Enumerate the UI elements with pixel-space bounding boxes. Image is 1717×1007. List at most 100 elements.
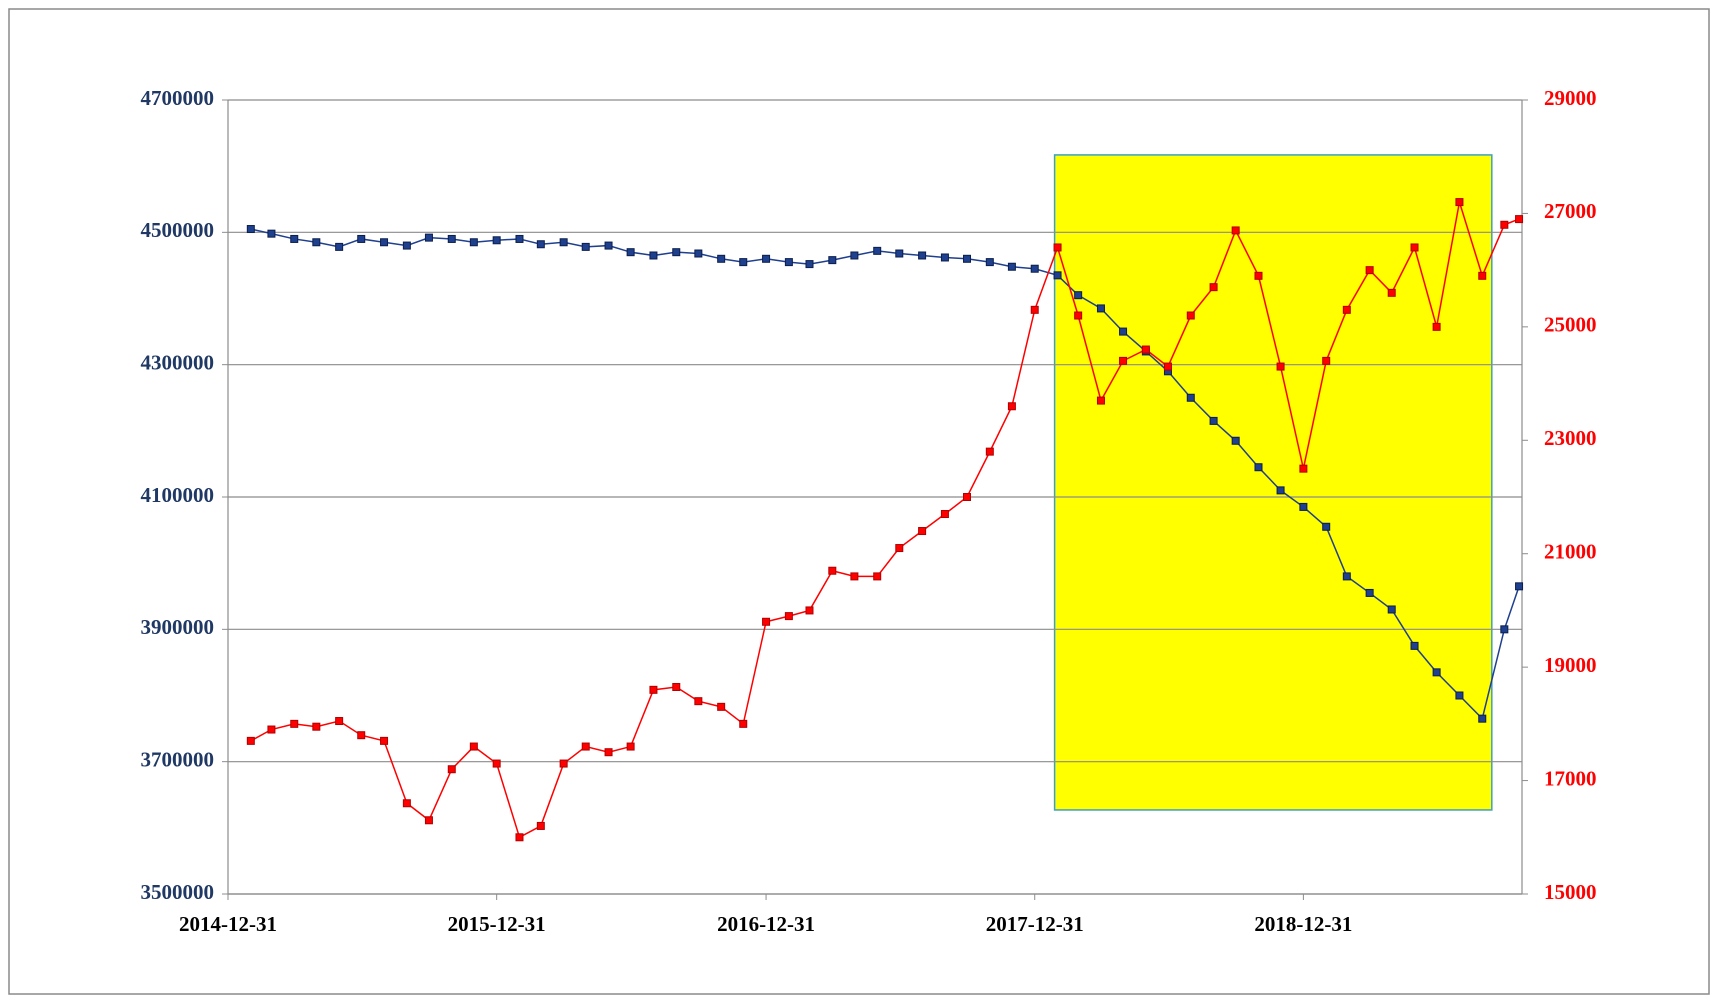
point-marker bbox=[739, 719, 748, 728]
point-marker bbox=[1096, 396, 1105, 405]
y2-tick-label: 15000 bbox=[1544, 880, 1597, 904]
point-marker bbox=[267, 725, 276, 734]
point-marker bbox=[492, 759, 501, 768]
point-marker bbox=[335, 717, 344, 726]
point-marker bbox=[784, 612, 793, 621]
point-marker bbox=[1231, 436, 1240, 445]
point-marker bbox=[1119, 327, 1128, 336]
point-marker bbox=[1163, 362, 1172, 371]
point-marker bbox=[1186, 311, 1195, 320]
point-marker bbox=[312, 238, 321, 247]
point-marker bbox=[1410, 641, 1419, 650]
point-marker bbox=[672, 682, 681, 691]
y2-tick-label: 29000 bbox=[1544, 86, 1597, 110]
point-marker bbox=[985, 258, 994, 267]
point-marker bbox=[469, 238, 478, 247]
x-tick-label: 2015-12-31 bbox=[448, 912, 546, 936]
y-tick-label: 4300000 bbox=[141, 350, 215, 374]
x-tick-label: 2016-12-31 bbox=[717, 912, 815, 936]
point-marker bbox=[447, 765, 456, 774]
point-marker bbox=[672, 248, 681, 257]
point-marker bbox=[1030, 305, 1039, 314]
point-marker bbox=[762, 617, 771, 626]
point-marker bbox=[559, 238, 568, 247]
point-marker bbox=[717, 702, 726, 711]
point-marker bbox=[895, 249, 904, 258]
point-marker bbox=[1500, 220, 1509, 229]
series-line bbox=[250, 201, 1520, 839]
point-marker bbox=[1365, 266, 1374, 275]
point-marker bbox=[895, 544, 904, 553]
point-marker bbox=[1053, 271, 1062, 280]
point-marker bbox=[335, 242, 344, 251]
point-marker bbox=[694, 697, 703, 706]
point-marker bbox=[267, 229, 276, 238]
point-marker bbox=[1455, 198, 1464, 207]
point-marker bbox=[828, 566, 837, 575]
point-marker bbox=[246, 736, 255, 745]
point-marker bbox=[1007, 262, 1016, 271]
point-marker bbox=[536, 821, 545, 830]
point-marker bbox=[1186, 393, 1195, 402]
point-marker bbox=[963, 493, 972, 501]
point-marker bbox=[1322, 356, 1331, 365]
point-marker bbox=[694, 249, 703, 258]
point-marker bbox=[1007, 402, 1016, 411]
point-marker bbox=[805, 260, 814, 269]
point-marker bbox=[424, 233, 433, 242]
y2-tick-label: 27000 bbox=[1544, 199, 1597, 223]
point-marker bbox=[918, 527, 927, 536]
point-marker bbox=[447, 234, 456, 243]
point-marker bbox=[604, 748, 613, 757]
point-marker bbox=[1478, 714, 1487, 723]
y-tick-label: 4100000 bbox=[141, 483, 215, 507]
point-marker bbox=[1432, 322, 1441, 331]
point-marker bbox=[1432, 668, 1441, 677]
x-tick-label: 2018-12-31 bbox=[1254, 912, 1352, 936]
point-marker bbox=[1387, 605, 1396, 614]
point-marker bbox=[985, 447, 994, 456]
point-marker bbox=[1299, 464, 1308, 473]
point-marker bbox=[604, 241, 613, 250]
y2-tick-label: 19000 bbox=[1544, 653, 1597, 677]
point-marker bbox=[805, 606, 814, 615]
point-marker bbox=[1342, 305, 1351, 314]
point-marker bbox=[873, 246, 882, 255]
point-marker bbox=[1455, 691, 1464, 700]
point-marker bbox=[312, 722, 321, 731]
point-marker bbox=[1299, 502, 1308, 511]
point-marker bbox=[380, 736, 389, 745]
point-marker bbox=[717, 254, 726, 263]
point-marker bbox=[649, 685, 658, 694]
point-marker bbox=[469, 742, 478, 751]
point-marker bbox=[357, 731, 366, 740]
point-marker bbox=[739, 258, 748, 267]
point-marker bbox=[940, 510, 949, 519]
point-marker bbox=[963, 254, 972, 263]
point-marker bbox=[515, 833, 524, 842]
point-marker bbox=[1030, 264, 1039, 273]
point-marker bbox=[1141, 345, 1150, 354]
point-marker bbox=[1500, 625, 1509, 634]
point-marker bbox=[402, 241, 411, 250]
point-marker bbox=[1231, 226, 1240, 235]
point-marker bbox=[1322, 522, 1331, 531]
point-marker bbox=[850, 251, 859, 260]
point-marker bbox=[1074, 311, 1083, 320]
point-marker bbox=[1515, 215, 1524, 224]
point-marker bbox=[246, 225, 255, 234]
x-tick-label: 2014-12-31 bbox=[179, 912, 277, 936]
point-marker bbox=[850, 572, 859, 581]
y-tick-label: 4700000 bbox=[141, 86, 215, 110]
point-marker bbox=[357, 234, 366, 243]
point-marker bbox=[380, 238, 389, 247]
point-marker bbox=[1276, 486, 1285, 495]
point-marker bbox=[581, 242, 590, 251]
point-marker bbox=[1387, 288, 1396, 297]
point-marker bbox=[402, 799, 411, 808]
point-marker bbox=[1053, 243, 1062, 252]
point-marker bbox=[784, 258, 793, 267]
point-marker bbox=[1410, 243, 1419, 252]
point-marker bbox=[559, 759, 568, 768]
